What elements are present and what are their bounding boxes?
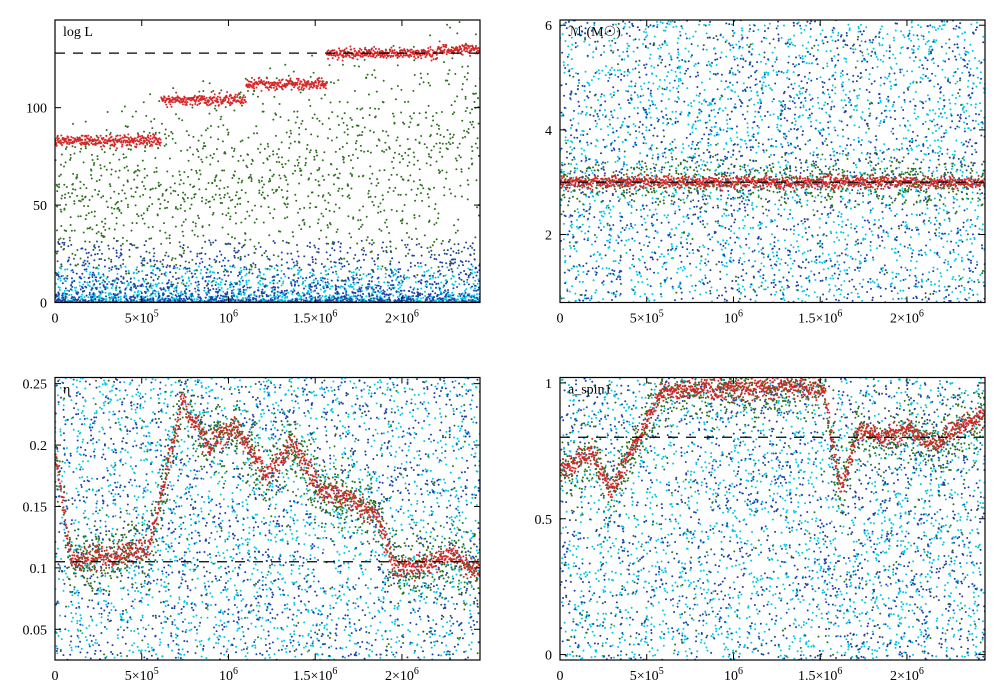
ytick-label: 2 — [545, 228, 552, 243]
ytick-label: 6 — [545, 19, 552, 34]
panel-title: a_spin1 — [568, 383, 612, 398]
xtick-label: 5×105 — [630, 666, 664, 684]
panel-title: log L — [63, 25, 93, 40]
xtick-label: 5×105 — [630, 309, 664, 327]
xtick-label: 5×105 — [125, 666, 159, 684]
xtick-label: 0 — [52, 669, 59, 684]
ytick-label: 0 — [545, 649, 552, 664]
panel-aspin1: 0 0.5 1 0 5×105 106 1.5×106 2×106 a_spin1 — [535, 347, 986, 684]
xtick-label: 2×106 — [385, 666, 419, 684]
plot-frame — [55, 20, 480, 303]
xtick-label: 0 — [52, 312, 59, 327]
xtick-label: 1.5×106 — [798, 309, 842, 327]
xtick-label: 1.5×106 — [293, 309, 337, 327]
panel-logL: 0 50 100 0 5×105 106 1.5×106 2×106 log L — [26, 20, 481, 327]
ytick-label: 100 — [26, 102, 47, 117]
ytick-label: 4 — [545, 124, 552, 139]
ytick-label: 0.1 — [30, 562, 48, 577]
xtick-label: 106 — [219, 666, 238, 684]
xtick-label: 2×106 — [385, 309, 419, 327]
panel-chirpmass: 2 4 6 0 5×105 106 1.5×106 2×106 ℳ (M☉) — [545, 19, 986, 326]
panel-eta: 0.05 0.1 0.15 0.2 0.25 0 5×105 106 1.5×106 2×106 η — [23, 369, 481, 684]
ytick-label: 1 — [545, 377, 552, 392]
ytick-label: 0.25 — [23, 378, 48, 393]
ytick-label: 50 — [33, 199, 47, 214]
panel-title: ℳ (M☉) — [568, 25, 621, 40]
xtick-label: 106 — [219, 309, 238, 327]
xtick-label: 0 — [557, 312, 564, 327]
ytick-label: 0.5 — [535, 513, 553, 528]
xtick-label: 5×105 — [125, 309, 159, 327]
xtick-label: 2×106 — [890, 309, 924, 327]
mcmc-trace-figure: 05010005×1051061.5×1062×106log L24605×10… — [0, 0, 1000, 700]
ytick-label: 0.05 — [23, 623, 48, 638]
ytick-label: 0 — [40, 297, 47, 312]
xtick-label: 106 — [724, 666, 743, 684]
xtick-label: 2×106 — [890, 666, 924, 684]
panel-title: η — [63, 383, 70, 398]
xtick-label: 106 — [724, 309, 743, 327]
ytick-label: 0.15 — [23, 500, 48, 515]
xtick-label: 1.5×106 — [798, 666, 842, 684]
ytick-label: 0.2 — [30, 439, 48, 454]
xtick-label: 1.5×106 — [293, 666, 337, 684]
xtick-label: 0 — [557, 669, 564, 684]
